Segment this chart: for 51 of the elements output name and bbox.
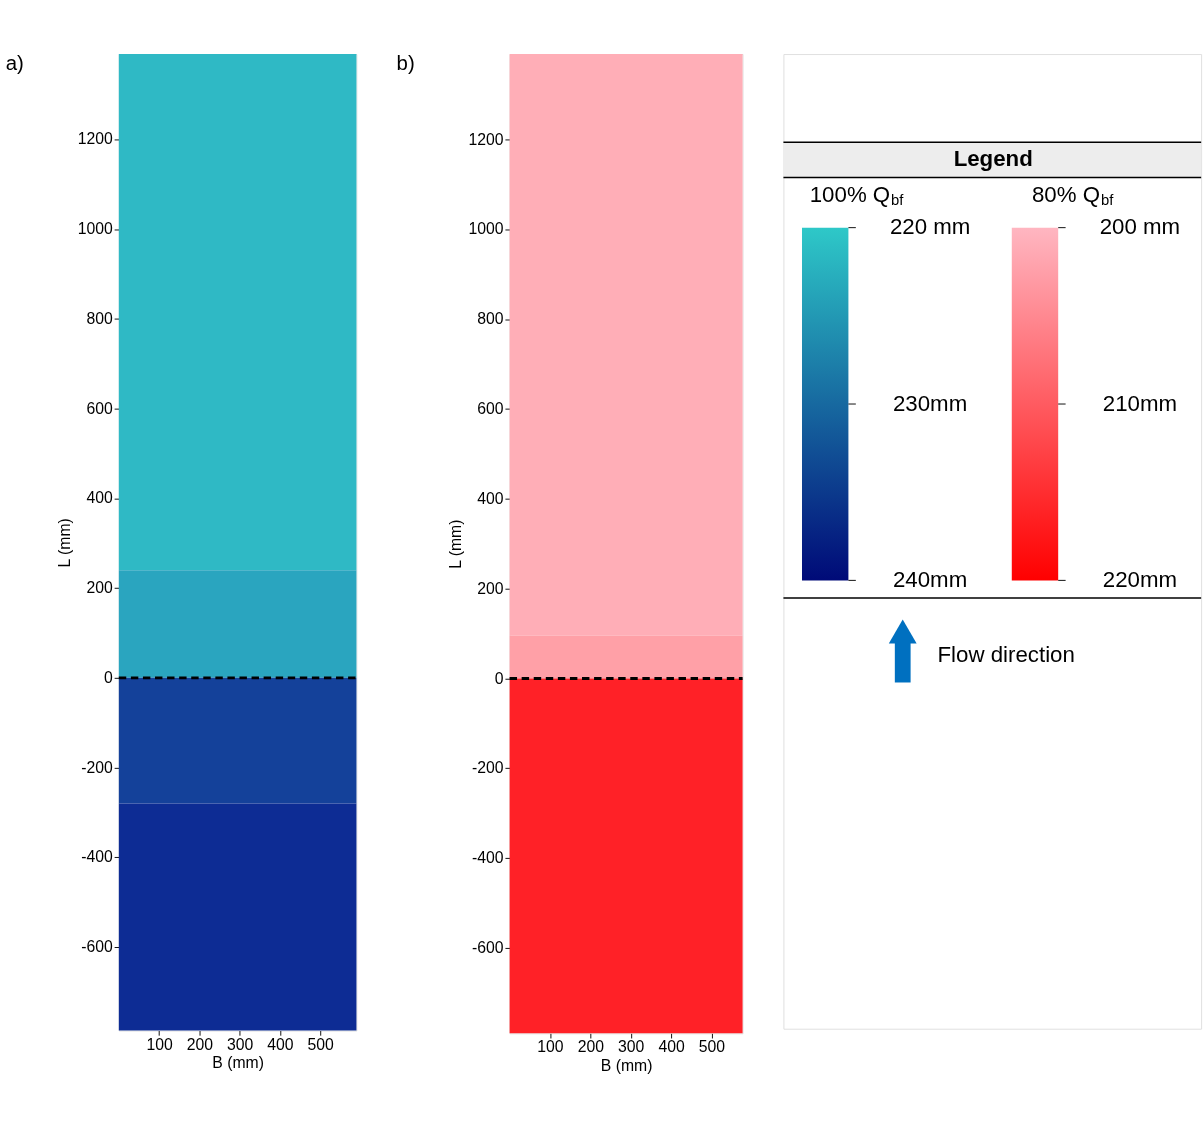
y-tick-label: -400 xyxy=(472,849,504,867)
y-tick-label: 800 xyxy=(477,310,504,328)
y-axis-title: L (mm) xyxy=(447,519,465,569)
x-axis-title: B (mm) xyxy=(600,1056,653,1074)
chart-title: b) xyxy=(396,51,415,74)
y-tick-label: -400 xyxy=(81,848,114,866)
color-bar-label: 220mm xyxy=(1102,566,1177,592)
bar xyxy=(509,635,743,679)
y-tick-label: 1200 xyxy=(468,130,504,148)
color-bar-label: 200 mm xyxy=(1099,214,1181,240)
bar xyxy=(118,54,357,571)
x-axis-title: B (mm) xyxy=(212,1054,264,1072)
x-tick-label: 400 xyxy=(267,1035,294,1053)
y-tick-label: 800 xyxy=(86,309,113,327)
y-tick-label: -200 xyxy=(81,758,114,776)
y-tick-label: 0 xyxy=(494,669,504,687)
x-tick-label: 300 xyxy=(618,1038,645,1056)
y-tick-label: 0 xyxy=(104,668,113,686)
color-bar-label: 230mm xyxy=(892,390,968,416)
bar xyxy=(509,678,743,1034)
y-tick-label: -600 xyxy=(472,939,504,957)
y-tick-label: 600 xyxy=(86,399,113,417)
x-tick-label: 100 xyxy=(537,1038,564,1056)
color-bar-label: 220 mm xyxy=(889,214,971,240)
bar xyxy=(118,570,357,678)
y-tick-label: -200 xyxy=(472,759,504,777)
x-tick-label: 400 xyxy=(658,1038,685,1056)
y-tick-label: 1000 xyxy=(77,220,114,238)
color-bar-label: 210mm xyxy=(1102,390,1177,416)
text: Flow direction xyxy=(937,642,1075,668)
y-tick-label: -600 xyxy=(81,938,114,956)
bar xyxy=(509,54,743,636)
bar xyxy=(118,677,357,804)
x-tick-label: 200 xyxy=(186,1035,214,1053)
y-tick-label: 1200 xyxy=(77,130,114,148)
x-tick-label: 500 xyxy=(307,1035,335,1053)
y-tick-label: 400 xyxy=(477,489,504,507)
color-bar-label: 240mm xyxy=(892,566,968,592)
y-tick-label: 200 xyxy=(477,579,504,597)
y-tick-label: 600 xyxy=(477,400,504,418)
x-tick-label: 500 xyxy=(698,1038,726,1056)
y-tick-label: 200 xyxy=(86,579,113,597)
text: Legend xyxy=(953,146,1033,172)
y-axis-title: L (mm) xyxy=(56,518,74,568)
y-tick-label: 1000 xyxy=(468,220,504,238)
chart-title: a) xyxy=(5,51,24,74)
bar xyxy=(118,803,357,1031)
x-tick-label: 100 xyxy=(146,1035,173,1053)
x-tick-label: 300 xyxy=(226,1035,254,1053)
x-tick-label: 200 xyxy=(577,1038,605,1056)
y-tick-label: 400 xyxy=(86,489,113,507)
